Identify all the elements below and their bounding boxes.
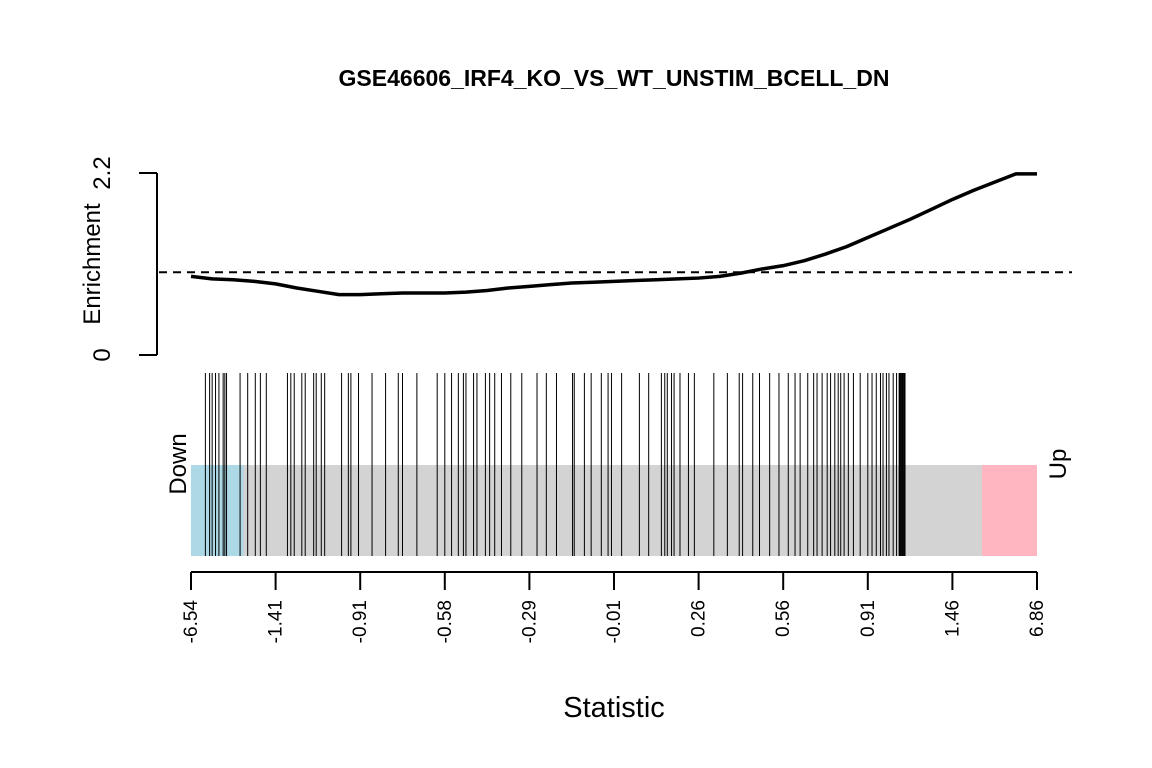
y-axis: 02.2 <box>89 156 158 362</box>
x-tick-label: 0.91 <box>858 600 879 637</box>
x-axis: -6.54 -1.41 -0.91 -0.58 -0.29 -0.01 0.26 0.56 0.… <box>181 571 1048 644</box>
x-tick-label: -0.91 <box>350 600 371 643</box>
x-tick-label: -0.29 <box>519 600 540 643</box>
chart-title: GSE46606_IRF4_KO_VS_WT_UNSTIM_BCELL_DN <box>339 65 890 91</box>
down-label: Down <box>165 433 192 494</box>
x-tick-label: 0.56 <box>773 600 794 637</box>
barcode-background <box>191 465 1037 556</box>
y-tick-label: 0 <box>89 348 116 361</box>
x-tick-label: 1.46 <box>942 600 963 637</box>
x-tick-label: 0.26 <box>689 600 710 637</box>
x-tick-label: 6.86 <box>1027 600 1048 637</box>
x-tick-label: -1.41 <box>266 600 287 643</box>
down-region <box>191 465 244 556</box>
x-tick-label: -0.01 <box>604 600 625 643</box>
enrichment-curve <box>190 172 1037 297</box>
y-tick-label: 2.2 <box>89 156 116 189</box>
x-axis-label: Statistic <box>563 692 665 724</box>
x-tick-label: -0.58 <box>435 600 456 643</box>
x-tick-label: -6.54 <box>181 600 202 644</box>
y-axis-label: Enrichment <box>79 203 106 325</box>
up-region <box>982 465 1037 556</box>
barcode-lines <box>204 373 906 556</box>
up-label: Up <box>1045 449 1072 480</box>
